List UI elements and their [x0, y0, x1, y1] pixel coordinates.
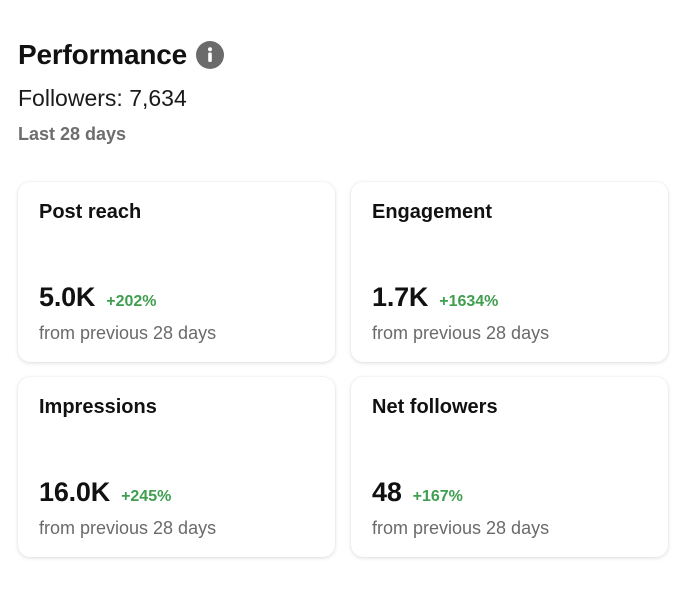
metric-card-post-reach[interactable]: Post reach 5.0K +202% from previous 28 d… [18, 182, 335, 362]
metric-change: +167% [412, 488, 463, 505]
metric-card-impressions[interactable]: Impressions 16.0K +245% from previous 28… [18, 377, 335, 557]
metric-value: 5.0K [39, 282, 96, 312]
info-glyph [208, 47, 212, 62]
page-title: Performance [18, 39, 187, 70]
metric-row: 5.0K +202% [39, 282, 157, 313]
metric-row: 1.7K +1634% [372, 282, 498, 313]
metric-value: 48 [372, 477, 402, 507]
title-row: Performance [18, 36, 658, 74]
performance-header: Performance Followers: 7,634 Last 28 day… [18, 36, 658, 145]
metric-change: +202% [106, 293, 157, 310]
metric-change: +245% [121, 488, 172, 505]
metric-card-net-followers[interactable]: Net followers 48 +167% from previous 28 … [351, 377, 668, 557]
metric-title: Net followers [372, 396, 498, 418]
metric-comparison: from previous 28 days [372, 518, 550, 538]
metric-change: +1634% [439, 293, 499, 310]
metric-comparison: from previous 28 days [372, 323, 550, 343]
metric-title: Impressions [39, 396, 157, 418]
metric-title: Engagement [372, 201, 493, 223]
info-icon[interactable] [196, 41, 224, 69]
metrics-grid: Post reach 5.0K +202% from previous 28 d… [18, 182, 668, 557]
metric-value: 1.7K [372, 282, 429, 312]
date-range-label: Last 28 days [18, 124, 127, 144]
followers-count: Followers: 7,634 [18, 85, 187, 111]
metric-comparison: from previous 28 days [39, 323, 217, 343]
metric-comparison: from previous 28 days [39, 518, 217, 538]
metric-value: 16.0K [39, 477, 111, 507]
metric-card-engagement[interactable]: Engagement 1.7K +1634% from previous 28 … [351, 182, 668, 362]
metric-title: Post reach [39, 201, 142, 223]
metric-row: 48 +167% [372, 477, 463, 508]
metric-row: 16.0K +245% [39, 477, 171, 508]
